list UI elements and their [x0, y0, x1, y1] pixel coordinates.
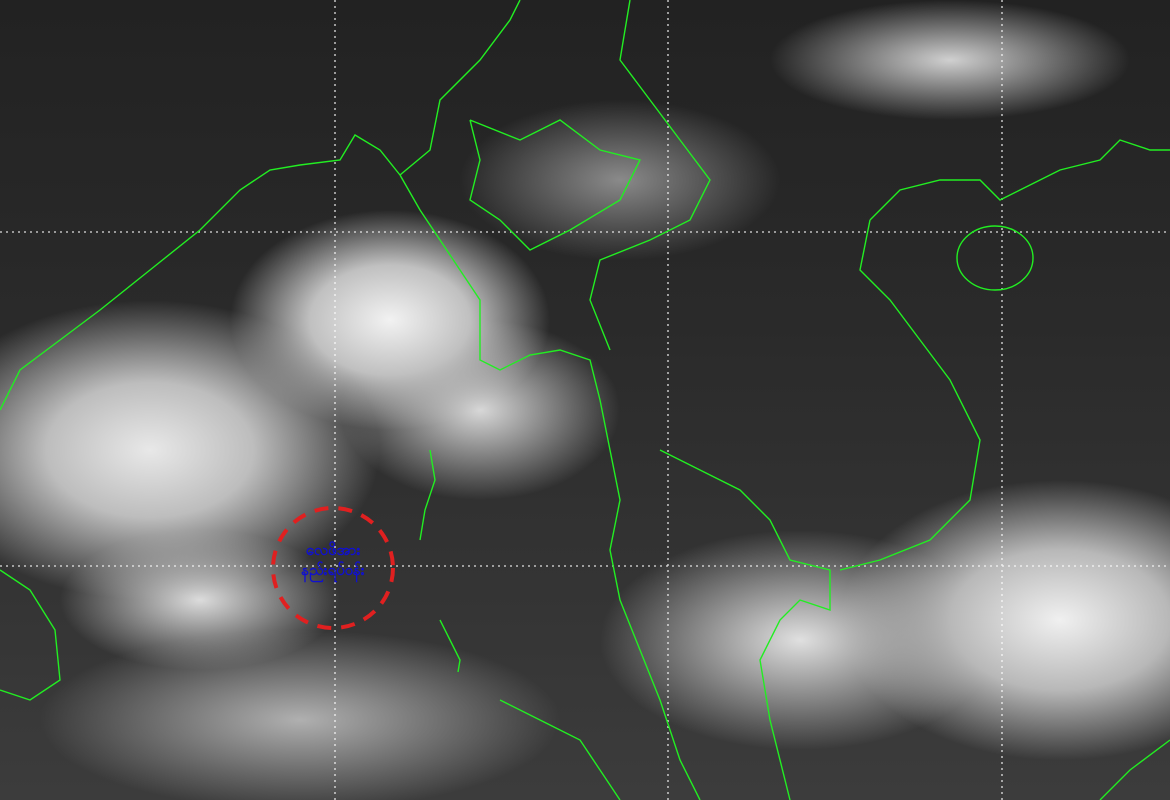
nicobar-islands — [439, 619, 461, 673]
myanmar-states — [469, 119, 642, 251]
thailand-coast — [659, 449, 831, 800]
low-pressure-circle — [271, 506, 395, 630]
malay-peninsula — [499, 699, 621, 800]
low-pressure-label: လေဖိအား နည်းရပ်ဝန်း — [270, 540, 396, 580]
label-line-2: နည်းရပ်ဝန်း — [301, 561, 365, 579]
china-coast — [869, 139, 1170, 221]
vietnam-coast — [839, 219, 981, 571]
india-east-coast — [0, 134, 401, 411]
myanmar-coast — [399, 174, 701, 800]
myanmar-north-border — [399, 0, 521, 176]
sumatra-tip — [1099, 739, 1170, 800]
sri-lanka — [0, 569, 61, 701]
andaman-islands — [419, 449, 436, 541]
hainan-island — [956, 225, 1034, 291]
myanmar-east-border — [589, 0, 711, 351]
label-line-1: လေဖိအား — [305, 541, 361, 559]
